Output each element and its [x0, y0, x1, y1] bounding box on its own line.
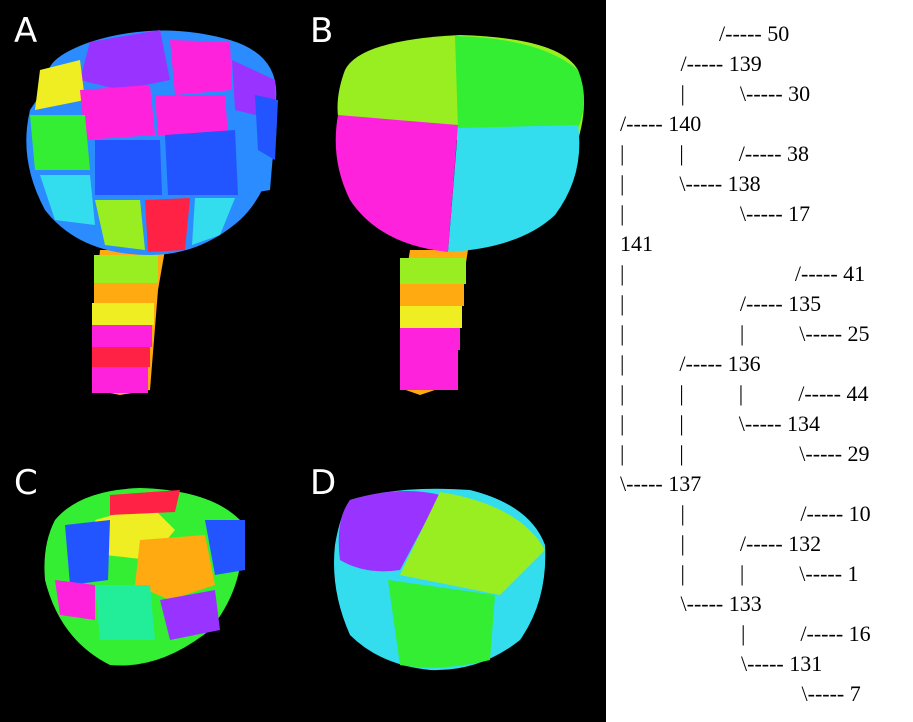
embryo-panels: A B C D: [0, 0, 606, 722]
tree-line: /----- 139: [620, 51, 762, 76]
tree-line: | | \----- 29: [620, 441, 870, 466]
tree-line: \----- 133: [620, 591, 762, 616]
tree-line: \----- 131: [620, 651, 823, 676]
tree-line: | | /----- 38: [620, 141, 810, 166]
tree-line: \----- 137: [620, 471, 702, 496]
panel-b-embryo: [335, 35, 584, 395]
tree-line: | | | /----- 44: [620, 381, 869, 406]
panel-c-embryo: [44, 488, 245, 666]
embryo-renderings: [26, 30, 584, 671]
tree-line: | /----- 10: [620, 501, 871, 526]
tree-line: | \----- 30: [620, 81, 811, 106]
tree-line: | /----- 16: [620, 621, 871, 646]
tree-line: | /----- 135: [620, 291, 822, 316]
tree-line: 141: [620, 231, 653, 256]
panel-label-c: C: [14, 463, 38, 503]
tree-line: | \----- 138: [620, 171, 761, 196]
tree-line: | /----- 41: [620, 261, 866, 286]
tree-line: | /----- 132: [620, 531, 822, 556]
tree-line: /----- 50: [620, 21, 790, 46]
panel-a-embryo: [26, 30, 278, 395]
tree-line: \----- 7: [620, 681, 861, 706]
tree-line: | | \----- 25: [620, 321, 870, 346]
tree-line: /----- 140: [620, 111, 702, 136]
tree-line: | | \----- 1: [620, 561, 859, 586]
cell-lineage-tree: /----- 50 /----- 139 | \----- 30 /----- …: [606, 0, 913, 722]
tree-line: | | \----- 134: [620, 411, 821, 436]
panel-label-b: B: [310, 11, 334, 51]
panel-label-a: A: [14, 11, 38, 51]
panel-d-embryo: [334, 488, 546, 671]
tree-line: | /----- 136: [620, 351, 761, 376]
panel-label-d: D: [310, 463, 337, 503]
tree-line: | \----- 17: [620, 201, 811, 226]
